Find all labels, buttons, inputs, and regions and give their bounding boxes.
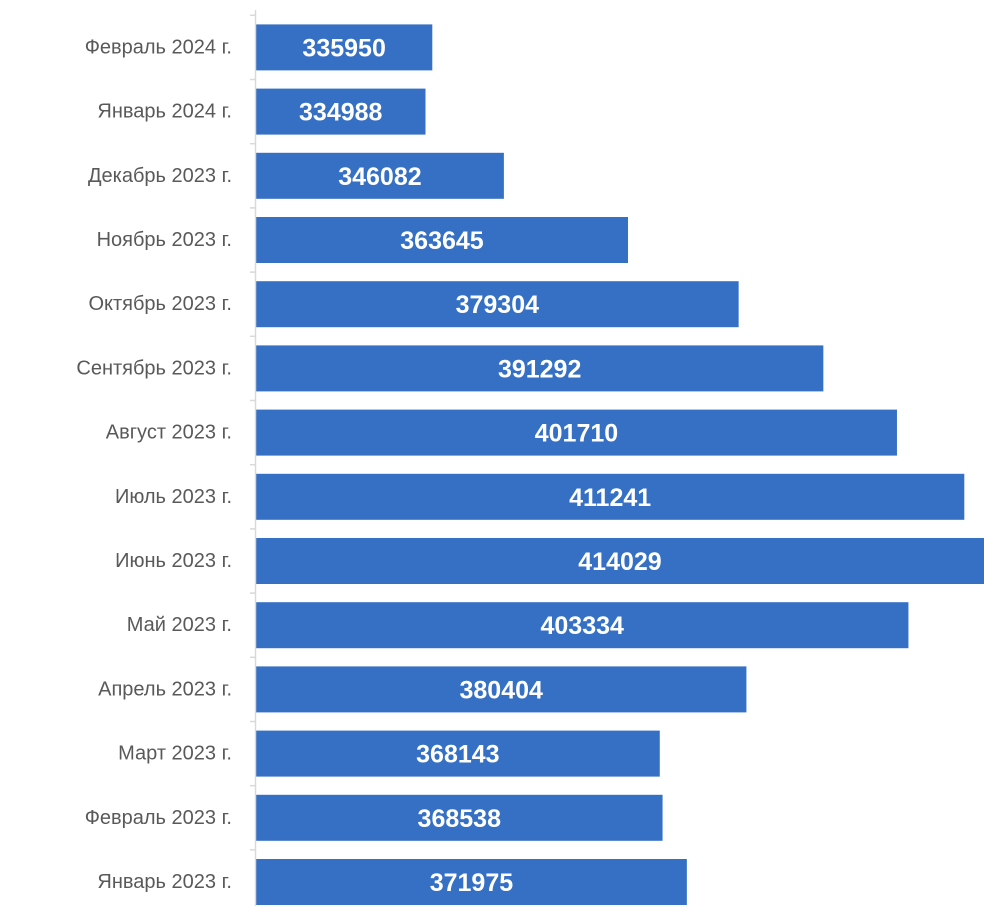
category-label: Сентябрь 2023 г. xyxy=(76,357,232,379)
bar xyxy=(256,409,897,456)
bar xyxy=(256,666,747,713)
category-label: Октябрь 2023 г. xyxy=(88,293,232,315)
data-label: 346082 xyxy=(338,163,421,191)
data-labels: 371975 368538 368143 380404 403334 414029 4112… xyxy=(299,34,662,897)
bar xyxy=(256,152,504,199)
category-label: Май 2023 г. xyxy=(127,614,232,636)
bar xyxy=(256,217,628,263)
data-label: 401710 xyxy=(535,420,618,448)
bar xyxy=(256,281,739,328)
data-label: 371975 xyxy=(430,869,514,897)
category-labels: Январь 2023 г. Февраль 2023 г. Март 2023 г… xyxy=(76,36,232,893)
data-label: 334988 xyxy=(299,99,383,127)
data-label: 411241 xyxy=(569,484,651,512)
data-label: 379304 xyxy=(456,291,540,319)
category-label: Апрель 2023 г. xyxy=(98,678,232,700)
bar xyxy=(256,730,660,777)
bar xyxy=(256,602,909,649)
data-label: 368143 xyxy=(416,741,499,769)
bar xyxy=(256,24,433,71)
category-label: Июль 2023 г. xyxy=(115,486,232,508)
category-label: Декабрь 2023 г. xyxy=(88,165,232,187)
category-label: Февраль 2024 г. xyxy=(85,36,232,58)
category-label: Февраль 2023 г. xyxy=(85,807,232,829)
bar xyxy=(256,473,965,520)
bar xyxy=(256,859,687,905)
bar xyxy=(256,794,663,841)
data-label: 414029 xyxy=(578,548,661,576)
data-label: 403334 xyxy=(540,612,624,640)
category-label: Август 2023 г. xyxy=(106,422,232,444)
category-label: Январь 2023 г. xyxy=(97,871,232,893)
category-label: Июнь 2023 г. xyxy=(115,550,232,572)
bar xyxy=(256,88,426,135)
y-axis xyxy=(250,10,257,906)
bars-layer xyxy=(256,24,984,905)
category-label: Ноябрь 2023 г. xyxy=(97,229,232,251)
data-label: 391292 xyxy=(498,355,581,383)
data-label: 363645 xyxy=(400,227,484,255)
category-label: Март 2023 г. xyxy=(118,743,232,765)
bar xyxy=(256,345,824,392)
category-label: Январь 2024 г. xyxy=(97,101,232,123)
bar xyxy=(256,538,984,584)
data-label: 368538 xyxy=(418,805,502,833)
data-label: 335950 xyxy=(302,34,385,62)
data-label: 380404 xyxy=(459,676,543,704)
